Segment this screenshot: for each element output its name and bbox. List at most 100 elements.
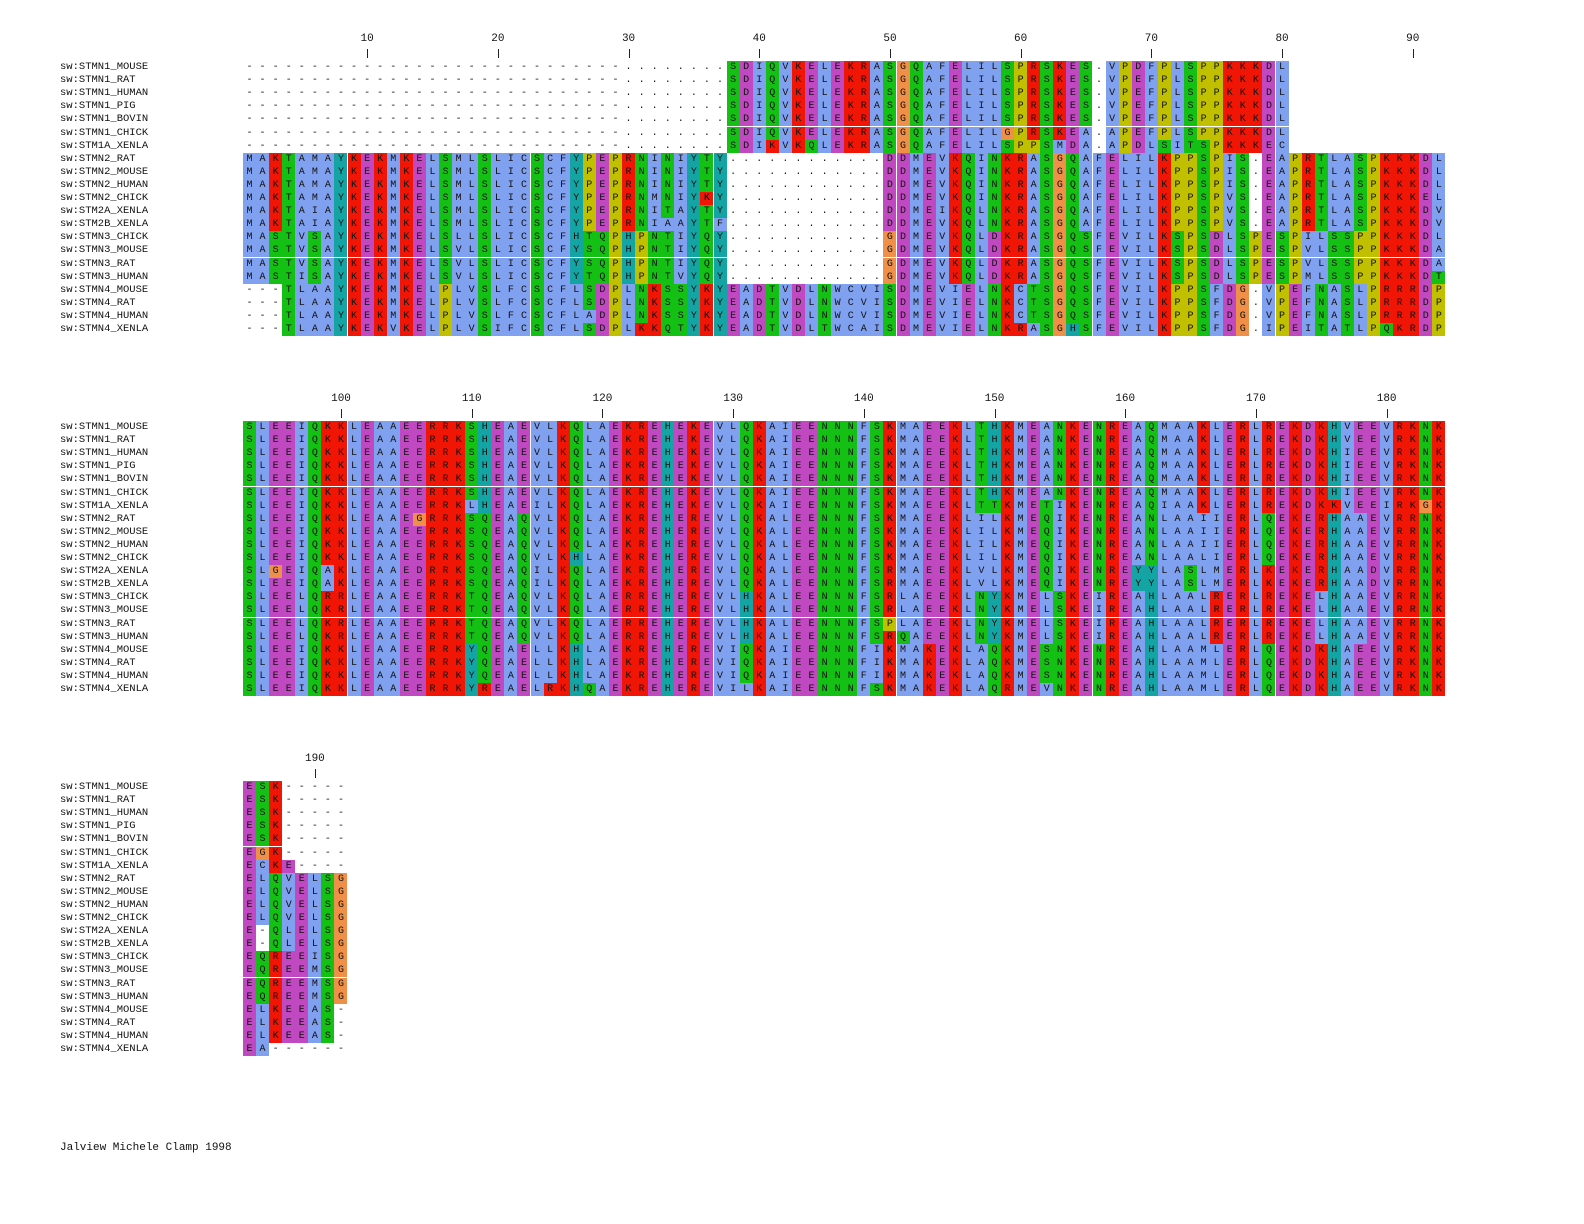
residue-cell: E [1118, 460, 1132, 474]
residue-cell: S [243, 421, 256, 434]
sequence-name[interactable]: sw:STMN2_CHICK [60, 192, 149, 204]
residue-cell: Y [334, 244, 348, 258]
sequence-name[interactable]: sw:STMN1_CHICK [60, 126, 149, 139]
residue-cell: S [870, 552, 884, 565]
sequence-name[interactable]: sw:STM2A_XENLA [60, 565, 149, 578]
residue-cell: A [595, 617, 609, 631]
sequence-name[interactable]: sw:STM2B_XENLA [60, 578, 149, 591]
sequence-name[interactable]: sw:STMN2_MOUSE [60, 885, 149, 898]
sequence-name[interactable]: sw:STMN1_HUMAN [60, 87, 149, 100]
sequence-name[interactable]: sw:STMN3_MOUSE [60, 604, 149, 617]
residue-cell: K [452, 630, 466, 644]
sequence-name[interactable]: sw:STMN3_RAT [60, 977, 136, 990]
sequence-name[interactable]: sw:STMN1_MOUSE [60, 781, 149, 793]
sequence-name[interactable]: sw:STMN3_HUMAN [60, 990, 149, 1003]
sequence-name[interactable]: sw:STMN4_HUMAN [60, 309, 149, 322]
residue-cell: E [948, 139, 962, 153]
sequence-name[interactable]: sw:STMN2_CHICK [60, 912, 149, 924]
sequence-name[interactable]: sw:STM2A_XENLA [60, 925, 149, 938]
sequence-name[interactable]: sw:STMN2_CHICK [60, 552, 149, 564]
residue-cell: F [1301, 296, 1315, 310]
sequence-name[interactable]: sw:STMN4_RAT [60, 1016, 136, 1029]
residue-cell: E [1027, 486, 1041, 500]
sequence-name[interactable]: sw:STMN2_HUMAN [60, 178, 149, 191]
sequence-name[interactable]: sw:STMN1_CHICK [60, 486, 149, 499]
sequence-name[interactable]: sw:STMN2_HUMAN [60, 898, 149, 911]
sequence-name[interactable]: sw:STMN2_MOUSE [60, 525, 149, 538]
sequence-name[interactable]: sw:STMN3_RAT [60, 617, 136, 630]
residue-cell: R [635, 656, 649, 670]
sequence-name[interactable]: sw:STMN2_RAT [60, 872, 136, 885]
residue-cell: L [961, 643, 975, 657]
sequence-name[interactable]: sw:STMN1_PIG [60, 460, 136, 473]
residue-cell: S [870, 683, 884, 696]
sequence-name[interactable]: sw:STMN4_HUMAN [60, 669, 149, 682]
residue-cell: D [987, 257, 1001, 271]
residue-cell: R [425, 591, 439, 605]
residue-cell: E [491, 434, 505, 448]
sequence-name[interactable]: sw:STMN1_PIG [60, 100, 136, 113]
residue-cell: F [857, 421, 871, 434]
residue-cell: V [1340, 421, 1354, 434]
sequence-name[interactable]: sw:STMN1_BOVIN [60, 113, 149, 126]
sequence-name[interactable]: sw:STMN1_CHICK [60, 846, 149, 859]
sequence-name[interactable]: sw:STMN3_RAT [60, 257, 136, 270]
sequence-name[interactable]: sw:STMN2_MOUSE [60, 165, 149, 178]
sequence-name[interactable]: sw:STMN3_CHICK [60, 591, 149, 604]
sequence-name[interactable]: sw:STMN3_MOUSE [60, 244, 149, 257]
sequence-name[interactable]: sw:STMN2_RAT [60, 512, 136, 525]
residue-cell: F [857, 643, 871, 657]
residue-cell: S [883, 74, 897, 88]
sequence-name[interactable]: sw:STMN1_RAT [60, 74, 136, 87]
sequence-name[interactable]: sw:STMN4_MOUSE [60, 643, 149, 656]
sequence-name[interactable]: sw:STMN1_HUMAN [60, 807, 149, 820]
sequence-name[interactable]: sw:STMN4_XENLA [60, 323, 149, 335]
residue-cell: R [425, 565, 439, 579]
residue-cell: . [690, 114, 697, 126]
sequence-name[interactable]: sw:STMN1_RAT [60, 794, 136, 807]
sequence-name[interactable]: sw:STMN1_HUMAN [60, 447, 149, 460]
sequence-name[interactable]: sw:STMN3_HUMAN [60, 630, 149, 643]
residue-cell: E [1118, 617, 1132, 631]
residue-cell: L [256, 460, 270, 474]
residue-cell: R [439, 512, 453, 526]
sequence-name[interactable]: sw:STMN4_XENLA [60, 683, 149, 695]
residue-cell: A [739, 296, 753, 310]
sequence-name[interactable]: sw:STMN4_MOUSE [60, 1003, 149, 1016]
residue-cell: L [543, 512, 557, 526]
residue-cell: L [961, 565, 975, 579]
residue-cell: A [870, 87, 884, 101]
sequence-name[interactable]: sw:STMN1_RAT [60, 434, 136, 447]
residue-cell: Q [308, 617, 322, 631]
residue-cell: V [1380, 656, 1394, 670]
residue-cell: V [713, 473, 727, 487]
sequence-name[interactable]: sw:STMN1_BOVIN [60, 833, 149, 846]
residue-cell: R [635, 421, 649, 434]
residue-cell: K [334, 460, 348, 474]
sequence-name[interactable]: sw:STM2B_XENLA [60, 218, 149, 231]
residue-cell: R [439, 604, 453, 618]
sequence-name[interactable]: sw:STMN1_MOUSE [60, 61, 149, 73]
sequence-name[interactable]: sw:STMN4_MOUSE [60, 283, 149, 296]
sequence-name[interactable]: sw:STMN2_HUMAN [60, 538, 149, 551]
residue-cell: A [1079, 126, 1093, 140]
sequence-name[interactable]: sw:STMN1_PIG [60, 820, 136, 833]
sequence-name[interactable]: sw:STMN3_CHICK [60, 231, 149, 244]
sequence-name[interactable]: sw:STM2B_XENLA [60, 938, 149, 951]
sequence-name[interactable]: sw:STMN3_HUMAN [60, 270, 149, 283]
sequence-name[interactable]: sw:STMN1_BOVIN [60, 473, 149, 486]
residue-cell: E [1079, 552, 1093, 565]
sequence-name[interactable]: sw:STMN2_RAT [60, 152, 136, 165]
sequence-name[interactable]: sw:STMN1_MOUSE [60, 421, 149, 433]
sequence-name[interactable]: sw:STMN4_RAT [60, 656, 136, 669]
sequence-name[interactable]: sw:STMN3_CHICK [60, 951, 149, 964]
sequence-name[interactable]: sw:STM1A_XENLA [60, 499, 149, 512]
sequence-name[interactable]: sw:STMN4_XENLA [60, 1043, 149, 1055]
sequence-name[interactable]: sw:STMN4_RAT [60, 296, 136, 309]
sequence-name[interactable]: sw:STM1A_XENLA [60, 859, 149, 872]
sequence-name[interactable]: sw:STMN3_MOUSE [60, 964, 149, 977]
sequence-name[interactable]: sw:STM1A_XENLA [60, 139, 149, 152]
residue-cell: K [556, 591, 570, 605]
sequence-name[interactable]: sw:STM2A_XENLA [60, 205, 149, 218]
sequence-name[interactable]: sw:STMN4_HUMAN [60, 1029, 149, 1042]
